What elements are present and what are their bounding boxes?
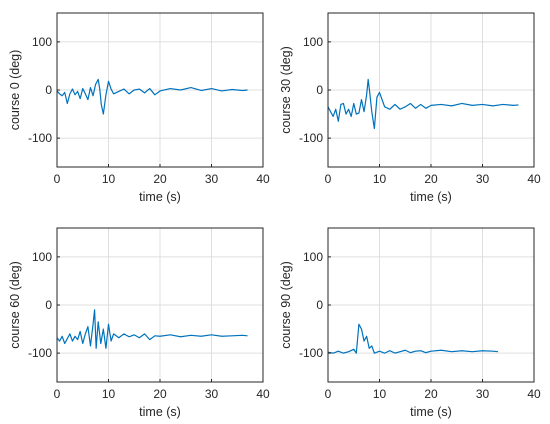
x-tick-label: 10 [102, 387, 116, 401]
x-tick-label: 20 [424, 387, 438, 401]
x-tick-label: 30 [476, 387, 490, 401]
x-tick-label: 10 [102, 172, 116, 186]
chart-panel-0: 0 10 20 30 40 100 0 -100 time (s) course 0 (deg) [8, 12, 270, 204]
series-line-0 [327, 323, 499, 354]
y-tick-label: 0 [45, 298, 52, 312]
chart-panel-1: 0 10 20 30 40 100 0 -100 time (s) course 30 (deg) [279, 12, 541, 204]
x-tick-label: 40 [256, 387, 270, 401]
y-tick-label: 0 [45, 83, 52, 97]
x-tick-label: 40 [256, 172, 270, 186]
x-axis-label: time (s) [410, 190, 452, 204]
x-tick-label: 20 [424, 172, 438, 186]
y-tick-label: -100 [299, 346, 323, 360]
y-tick-label: 0 [316, 83, 323, 97]
x-axis-label: time (s) [410, 405, 452, 419]
x-tick-label: 0 [325, 172, 332, 186]
x-tick-label: 0 [54, 387, 61, 401]
y-tick-label: 0 [316, 298, 323, 312]
y-axis-label: course 60 (deg) [8, 261, 22, 349]
y-axis-label: course 30 (deg) [279, 46, 293, 134]
y-tick-label: -100 [28, 131, 52, 145]
series-line-0 [327, 78, 519, 130]
x-axis-label: time (s) [139, 405, 181, 419]
x-tick-label: 30 [205, 387, 219, 401]
x-tick-label: 10 [373, 172, 387, 186]
x-tick-label: 0 [54, 172, 61, 186]
x-tick-label: 30 [476, 172, 490, 186]
y-tick-label: -100 [299, 131, 323, 145]
x-tick-label: 30 [205, 172, 219, 186]
x-tick-label: 20 [153, 172, 167, 186]
x-tick-label: 40 [527, 387, 541, 401]
y-axis-label: course 0 (deg) [8, 50, 22, 131]
x-axis-label: time (s) [139, 190, 181, 204]
x-tick-label: 40 [527, 172, 541, 186]
x-tick-label: 0 [325, 387, 332, 401]
y-tick-label: 100 [32, 250, 52, 264]
y-axis-label: course 90 (deg) [279, 261, 293, 349]
y-tick-label: 100 [303, 35, 323, 49]
y-tick-label: 100 [32, 35, 52, 49]
chart-panel-3: 0 10 20 30 40 100 0 -100 time (s) course 90 (deg) [279, 227, 541, 419]
series-line-0 [56, 309, 248, 349]
y-tick-label: 100 [303, 250, 323, 264]
x-tick-label: 10 [373, 387, 387, 401]
y-tick-label: -100 [28, 346, 52, 360]
chart-panel-2: 0 10 20 30 40 100 0 -100 time (s) course 60 (deg) [8, 227, 270, 419]
series-line-0 [56, 78, 248, 115]
x-tick-label: 20 [153, 387, 167, 401]
